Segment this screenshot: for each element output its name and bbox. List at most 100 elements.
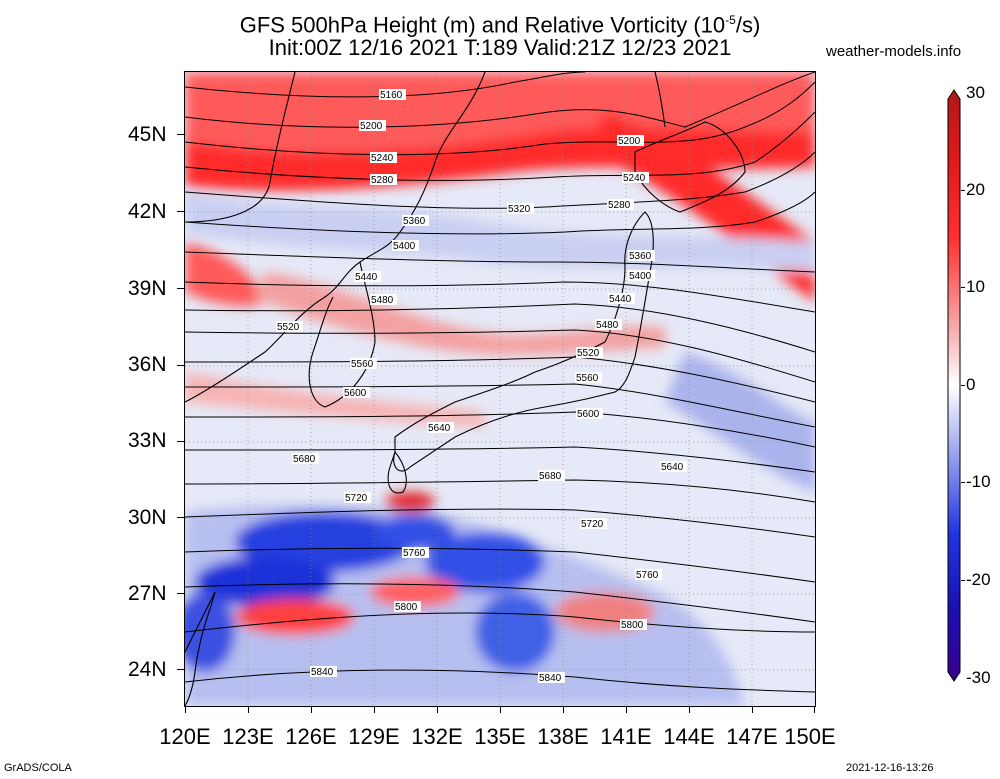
contour-label-5440-west: 5440 — [355, 272, 378, 283]
coast-korea — [308, 261, 376, 408]
title-exponent: -5 — [725, 13, 736, 27]
contour-label-5400-east: 5400 — [629, 271, 652, 282]
contour-label-5720-east: 5720 — [581, 519, 604, 530]
lat-label: 36N — [128, 353, 167, 376]
lat-tick — [177, 288, 184, 289]
colorbar-label: -30 — [966, 668, 991, 687]
vort-neg-core-3 — [425, 532, 545, 592]
colorbar-tick — [961, 482, 965, 483]
vort-blob-west — [185, 242, 265, 307]
lat-label: 45N — [128, 123, 167, 146]
lat-tick — [177, 211, 184, 212]
contour-label-5360-east: 5360 — [629, 251, 652, 262]
chart-title-line2: Init:00Z 12/16 2021 T:189 Valid:21Z 12/2… — [268, 35, 732, 60]
lon-tick — [500, 706, 501, 713]
contour-label-5240-west: 5240 — [371, 153, 394, 164]
contour-label-5280-west: 5280 — [371, 175, 394, 186]
contour-label-5160: 5160 — [380, 90, 403, 101]
vort-neg-core-5 — [475, 592, 555, 672]
contour-label-5520-east: 5520 — [577, 348, 600, 359]
lon-label: 135E — [474, 724, 526, 749]
contour-label-5560-west: 5560 — [351, 359, 374, 370]
coast-sakhalin — [654, 72, 666, 128]
contour-label-5200-west: 5200 — [360, 121, 383, 132]
lon-label: 123E — [222, 724, 274, 749]
lat-tick — [177, 134, 184, 135]
contour-labels: 5160 5200 5200 5240 5240 5280 5280 5320 … — [276, 89, 687, 684]
vort-pos-core-1 — [235, 599, 355, 635]
lon-label: 120E — [159, 724, 211, 749]
map-plot-area: 5160 5200 5200 5240 5240 5280 5280 5320 … — [184, 71, 816, 707]
lon-label: 129E — [348, 724, 400, 749]
contour-label-5480-west: 5480 — [371, 295, 394, 306]
vort-band-mid-low — [185, 372, 485, 427]
lat-tick — [177, 365, 184, 366]
contour-label-5440-east: 5440 — [609, 294, 632, 305]
coast-hokkaido — [634, 121, 746, 213]
contour-label-5680-east: 5680 — [539, 471, 562, 482]
vort-neg-core-4 — [375, 514, 455, 550]
lon-tick — [563, 706, 564, 713]
contour-label-5560-east: 5560 — [576, 373, 599, 384]
vort-pos-core-3 — [385, 492, 435, 512]
colorbar-tick — [961, 580, 965, 581]
lon-label: 150E — [784, 724, 836, 749]
lon-tick — [311, 706, 312, 713]
lon-label: 126E — [285, 724, 337, 749]
contour-label-5520-west: 5520 — [277, 322, 300, 333]
lon-label: 144E — [663, 724, 715, 749]
contour-label-5720-west: 5720 — [345, 493, 368, 504]
contour-label-5800-west: 5800 — [395, 602, 418, 613]
vort-neg-east — [665, 352, 815, 492]
lon-tick — [814, 706, 815, 713]
lon-tick — [248, 706, 249, 713]
contour-label-5400-west: 5400 — [393, 241, 416, 252]
colorbar-label: -20 — [966, 570, 991, 589]
colorbar-label: 20 — [966, 180, 985, 199]
site-watermark: weather-models.info — [826, 43, 962, 60]
vort-neg-core-2 — [195, 557, 335, 607]
chart-title-line1: GFS 500hPa Height (m) and Relative Vorti… — [239, 12, 761, 38]
vort-band-mid — [255, 272, 665, 355]
height-contours — [185, 72, 815, 693]
lon-tick — [374, 706, 375, 713]
lat-tick — [177, 517, 184, 518]
colorbar-label: -10 — [966, 472, 991, 491]
contour-label-5480-east: 5480 — [596, 320, 619, 331]
lon-label: 141E — [600, 724, 652, 749]
contour-label-5760-west: 5760 — [403, 548, 426, 559]
colorbar-tick — [961, 190, 965, 191]
colorbar-tick — [961, 287, 965, 288]
vort-neg-core-1 — [235, 512, 415, 572]
coast-taiwan — [185, 591, 216, 706]
lat-label: 42N — [128, 200, 167, 223]
contour-label-5680-west: 5680 — [293, 454, 316, 465]
lat-label: 33N — [128, 429, 167, 452]
contour-label-5760-east: 5760 — [636, 570, 659, 581]
lon-tick — [185, 706, 186, 713]
lat-label: 27N — [128, 582, 167, 605]
colorbar-label: 10 — [966, 277, 985, 296]
contour-label-5200-east: 5200 — [618, 136, 641, 147]
lon-label: 138E — [537, 724, 589, 749]
lon-tick — [752, 706, 753, 713]
colorbar-tick — [961, 385, 965, 386]
lat-label: 30N — [128, 506, 167, 529]
colorbar-gradient — [947, 89, 961, 682]
lon-label: 132E — [411, 724, 463, 749]
contour-label-5320: 5320 — [508, 204, 531, 215]
lon-tick — [437, 706, 438, 713]
contour-label-5640-east: 5640 — [661, 462, 684, 473]
contour-label-5280-east: 5280 — [608, 200, 631, 211]
lon-tick — [626, 706, 627, 713]
contour-label-5240-east: 5240 — [623, 173, 646, 184]
contour-label-5640-west: 5640 — [428, 423, 451, 434]
lon-tick — [689, 706, 690, 713]
contour-label-5600-west: 5600 — [344, 388, 367, 399]
lat-tick — [177, 441, 184, 442]
lat-tick — [177, 669, 184, 670]
lat-tick — [177, 593, 184, 594]
contour-label-5800-east: 5800 — [621, 620, 644, 631]
lat-label: 39N — [128, 277, 167, 300]
lat-label: 24N — [128, 658, 167, 681]
